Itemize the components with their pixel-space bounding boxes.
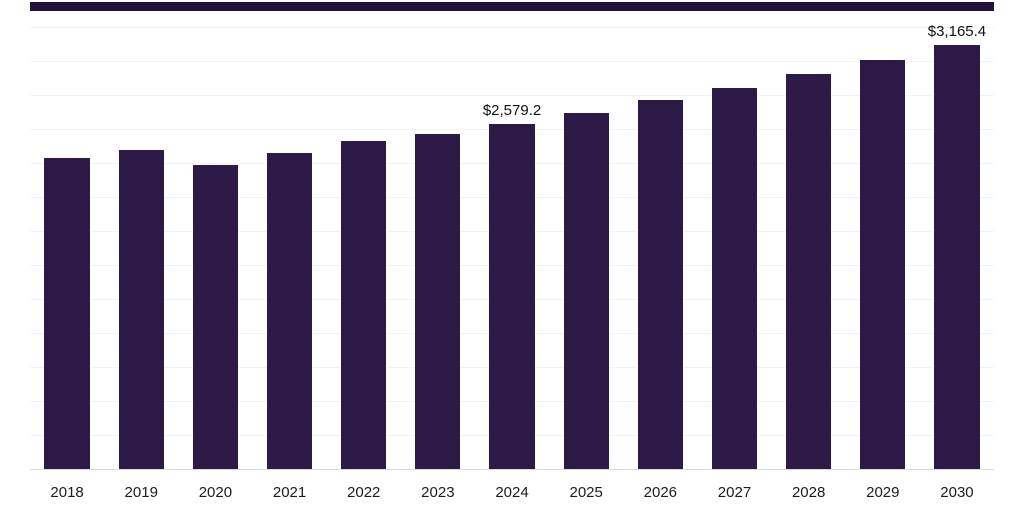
bar-column-2027 (697, 11, 771, 469)
x-axis: 2018 2019 2020 2021 2022 2023 2024 2025 2026 2027… (30, 470, 994, 510)
bar-2018 (44, 158, 90, 469)
bar-column-2022 (327, 11, 401, 469)
x-tick-2029: 2029 (866, 484, 900, 501)
bar-column-2023 (401, 11, 475, 469)
bar-2020 (192, 165, 238, 469)
bar-column-2018 (30, 11, 104, 469)
bar-column-2021 (252, 11, 326, 469)
x-tick-2030: 2030 (940, 484, 974, 501)
bar-column-2019 (104, 11, 178, 469)
bar-2025 (563, 113, 609, 469)
plot-area: $2,579.2 $3,165.4 (30, 11, 994, 470)
bar-2026 (637, 100, 683, 469)
bar-2021 (266, 153, 313, 469)
x-tick-2021: 2021 (272, 484, 307, 501)
bar-column-2030: $3,165.4 (920, 11, 994, 469)
bar-column-2025 (549, 11, 623, 469)
bar-column-2020 (178, 11, 252, 469)
data-label-2024: $2,579.2 (482, 102, 542, 119)
x-tick-2022: 2022 (347, 484, 381, 501)
x-tick-2023: 2023 (421, 484, 455, 501)
bar-2022 (341, 141, 387, 469)
bar-2019 (118, 150, 164, 469)
bar-2027 (711, 88, 758, 469)
x-tick-2024: 2024 (495, 484, 529, 501)
x-tick-2025: 2025 (569, 484, 603, 501)
bar-column-2026 (623, 11, 697, 469)
x-tick-2028: 2028 (791, 484, 826, 501)
bar-2030 (934, 45, 980, 469)
bar-column-2028 (772, 11, 846, 469)
x-tick-2026: 2026 (643, 484, 678, 501)
x-tick-2018: 2018 (50, 484, 84, 501)
x-tick-2020: 2020 (198, 484, 233, 501)
bar-2028 (786, 74, 832, 469)
bar-column-2024: $2,579.2 (475, 11, 549, 469)
bar-2024 (489, 124, 535, 469)
top-accent-bar (30, 2, 994, 11)
bar-2029 (860, 60, 906, 469)
data-label-2030: $3,165.4 (927, 23, 987, 40)
x-tick-2027: 2027 (717, 484, 752, 501)
bar-column-2029 (846, 11, 920, 469)
bar-2023 (415, 134, 461, 469)
x-tick-2019: 2019 (124, 484, 158, 501)
